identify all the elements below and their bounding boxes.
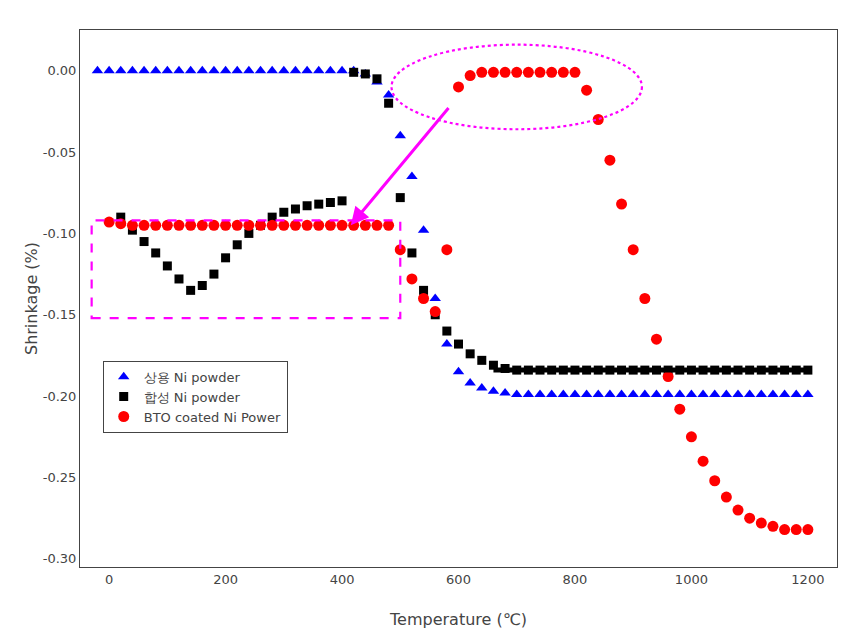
svg-text:400: 400 [330, 572, 355, 587]
svg-text:1000: 1000 [675, 572, 708, 587]
svg-text:1200: 1200 [791, 572, 824, 587]
svg-text:-0.25: -0.25 [43, 470, 77, 485]
svg-text:200: 200 [213, 572, 238, 587]
svg-text:BTO coated Ni Power: BTO coated Ni Power [144, 410, 281, 425]
svg-text:-0.10: -0.10 [43, 226, 77, 241]
svg-text:Shrinkage (%): Shrinkage (%) [22, 242, 41, 355]
svg-text:-0.20: -0.20 [43, 389, 77, 404]
svg-text:-0.30: -0.30 [43, 551, 77, 566]
svg-text:0.00: 0.00 [47, 63, 76, 78]
svg-text:-0.05: -0.05 [43, 145, 77, 160]
svg-text:합성 Ni powder: 합성 Ni powder [144, 390, 241, 405]
svg-text:-0.15: -0.15 [43, 307, 77, 322]
svg-text:800: 800 [563, 572, 588, 587]
svg-text:0: 0 [105, 572, 113, 587]
svg-text:Temperature (℃): Temperature (℃) [389, 610, 527, 629]
svg-text:600: 600 [446, 572, 471, 587]
svg-text:상용 Ni powder: 상용 Ni powder [144, 370, 241, 385]
